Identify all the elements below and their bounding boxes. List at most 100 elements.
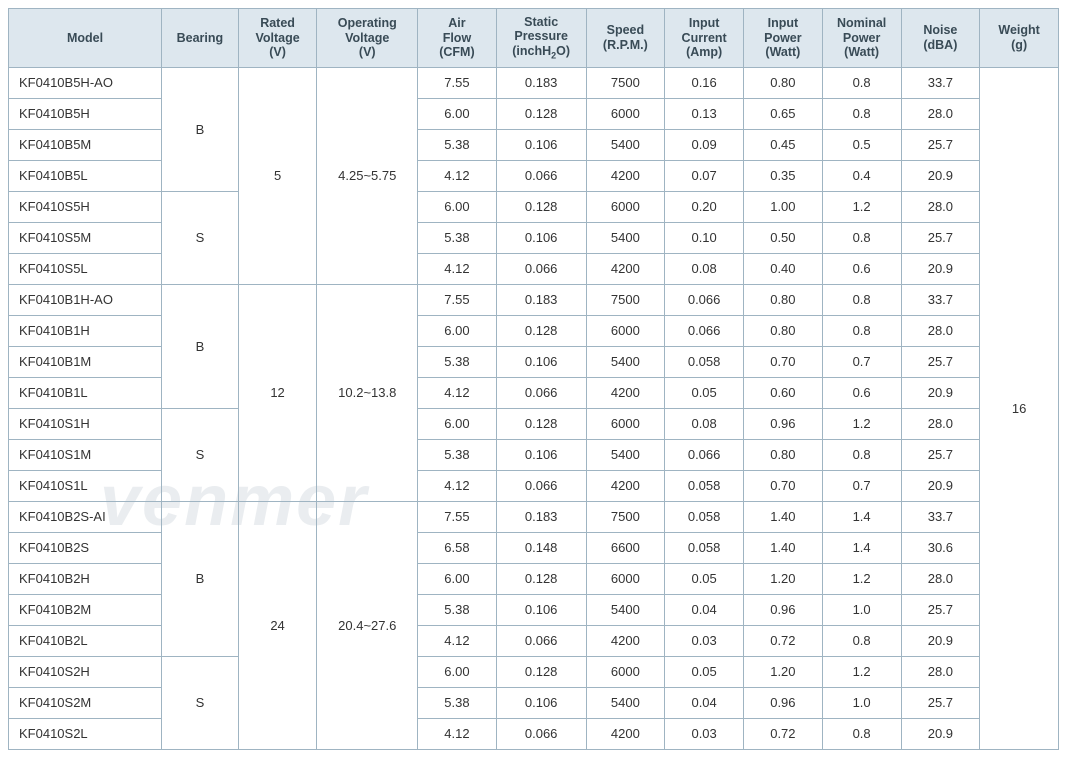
cell-nom: 1.2 bbox=[822, 408, 901, 439]
cell-model: KF0410B5H-AO bbox=[9, 67, 162, 98]
cell-static: 0.106 bbox=[496, 439, 586, 470]
cell-inp: 0.80 bbox=[744, 315, 823, 346]
cell-inp: 1.20 bbox=[744, 656, 823, 687]
col-weight: Weight(g) bbox=[980, 9, 1059, 68]
cell-inc: 0.05 bbox=[665, 377, 744, 408]
cell-model: KF0410B1H-AO bbox=[9, 284, 162, 315]
cell-inp: 0.96 bbox=[744, 408, 823, 439]
cell-bearing: B bbox=[162, 501, 239, 656]
cell-model: KF0410B2S bbox=[9, 532, 162, 563]
table-row: KF0410B5H-AOB54.25~5.757.550.18375000.16… bbox=[9, 67, 1059, 98]
cell-model: KF0410B1M bbox=[9, 346, 162, 377]
cell-static: 0.183 bbox=[496, 67, 586, 98]
cell-model: KF0410B2M bbox=[9, 594, 162, 625]
cell-inp: 0.60 bbox=[744, 377, 823, 408]
header-row: Model Bearing RatedVoltage(V) OperatingV… bbox=[9, 9, 1059, 68]
cell-inc: 0.058 bbox=[665, 501, 744, 532]
cell-inc: 0.058 bbox=[665, 470, 744, 501]
cell-model: KF0410B1H bbox=[9, 315, 162, 346]
cell-noise: 33.7 bbox=[901, 67, 980, 98]
cell-static: 0.183 bbox=[496, 501, 586, 532]
cell-inc: 0.03 bbox=[665, 625, 744, 656]
cell-inc: 0.05 bbox=[665, 563, 744, 594]
cell-static: 0.066 bbox=[496, 625, 586, 656]
cell-nom: 0.8 bbox=[822, 222, 901, 253]
cell-noise: 25.7 bbox=[901, 594, 980, 625]
cell-nom: 1.0 bbox=[822, 594, 901, 625]
cell-inc: 0.08 bbox=[665, 253, 744, 284]
cell-speed: 5400 bbox=[586, 439, 665, 470]
col-speed: Speed(R.P.M.) bbox=[586, 9, 665, 68]
cell-speed: 5400 bbox=[586, 222, 665, 253]
cell-static: 0.148 bbox=[496, 532, 586, 563]
cell-nom: 0.4 bbox=[822, 160, 901, 191]
cell-operating-voltage: 10.2~13.8 bbox=[317, 284, 418, 501]
cell-inp: 1.20 bbox=[744, 563, 823, 594]
cell-static: 0.106 bbox=[496, 222, 586, 253]
cell-model: KF0410S1L bbox=[9, 470, 162, 501]
cell-model: KF0410B2L bbox=[9, 625, 162, 656]
cell-air: 6.00 bbox=[418, 315, 497, 346]
table-row: KF0410S2HS6.000.12860000.051.201.228.0 bbox=[9, 656, 1059, 687]
cell-speed: 6000 bbox=[586, 191, 665, 222]
col-model: Model bbox=[9, 9, 162, 68]
cell-model: KF0410B5H bbox=[9, 98, 162, 129]
cell-inp: 0.45 bbox=[744, 129, 823, 160]
col-inp: InputPower(Watt) bbox=[744, 9, 823, 68]
cell-static: 0.066 bbox=[496, 253, 586, 284]
cell-nom: 1.4 bbox=[822, 532, 901, 563]
cell-inp: 1.40 bbox=[744, 501, 823, 532]
cell-inp: 0.80 bbox=[744, 439, 823, 470]
cell-nom: 0.6 bbox=[822, 253, 901, 284]
cell-static: 0.128 bbox=[496, 408, 586, 439]
cell-inc: 0.16 bbox=[665, 67, 744, 98]
cell-inp: 0.96 bbox=[744, 687, 823, 718]
cell-noise: 30.6 bbox=[901, 532, 980, 563]
cell-air: 5.38 bbox=[418, 222, 497, 253]
cell-inp: 1.40 bbox=[744, 532, 823, 563]
cell-bearing: B bbox=[162, 284, 239, 408]
cell-air: 4.12 bbox=[418, 253, 497, 284]
cell-inc: 0.058 bbox=[665, 532, 744, 563]
cell-inp: 0.70 bbox=[744, 470, 823, 501]
cell-static: 0.066 bbox=[496, 160, 586, 191]
cell-inp: 0.80 bbox=[744, 67, 823, 98]
cell-speed: 6000 bbox=[586, 408, 665, 439]
cell-static: 0.066 bbox=[496, 377, 586, 408]
cell-model: KF0410S5L bbox=[9, 253, 162, 284]
cell-nom: 0.8 bbox=[822, 284, 901, 315]
col-inc: InputCurrent(Amp) bbox=[665, 9, 744, 68]
cell-model: KF0410S1M bbox=[9, 439, 162, 470]
cell-inc: 0.058 bbox=[665, 346, 744, 377]
cell-inc: 0.13 bbox=[665, 98, 744, 129]
cell-inp: 0.72 bbox=[744, 718, 823, 749]
cell-noise: 28.0 bbox=[901, 656, 980, 687]
cell-speed: 7500 bbox=[586, 501, 665, 532]
cell-speed: 5400 bbox=[586, 346, 665, 377]
cell-noise: 20.9 bbox=[901, 253, 980, 284]
cell-static: 0.066 bbox=[496, 718, 586, 749]
cell-air: 4.12 bbox=[418, 470, 497, 501]
spec-table: Model Bearing RatedVoltage(V) OperatingV… bbox=[8, 8, 1059, 750]
cell-speed: 6600 bbox=[586, 532, 665, 563]
cell-static: 0.106 bbox=[496, 346, 586, 377]
cell-inc: 0.04 bbox=[665, 687, 744, 718]
cell-noise: 20.9 bbox=[901, 160, 980, 191]
cell-noise: 25.7 bbox=[901, 687, 980, 718]
cell-noise: 25.7 bbox=[901, 222, 980, 253]
cell-inc: 0.066 bbox=[665, 315, 744, 346]
cell-static: 0.106 bbox=[496, 594, 586, 625]
cell-operating-voltage: 4.25~5.75 bbox=[317, 67, 418, 284]
cell-model: KF0410S2M bbox=[9, 687, 162, 718]
cell-static: 0.106 bbox=[496, 687, 586, 718]
cell-weight: 16 bbox=[980, 67, 1059, 749]
cell-noise: 20.9 bbox=[901, 377, 980, 408]
cell-model: KF0410B2H bbox=[9, 563, 162, 594]
cell-inp: 0.72 bbox=[744, 625, 823, 656]
cell-noise: 28.0 bbox=[901, 563, 980, 594]
cell-operating-voltage: 20.4~27.6 bbox=[317, 501, 418, 749]
cell-air: 4.12 bbox=[418, 377, 497, 408]
cell-inc: 0.066 bbox=[665, 439, 744, 470]
cell-nom: 1.4 bbox=[822, 501, 901, 532]
cell-air: 6.00 bbox=[418, 408, 497, 439]
